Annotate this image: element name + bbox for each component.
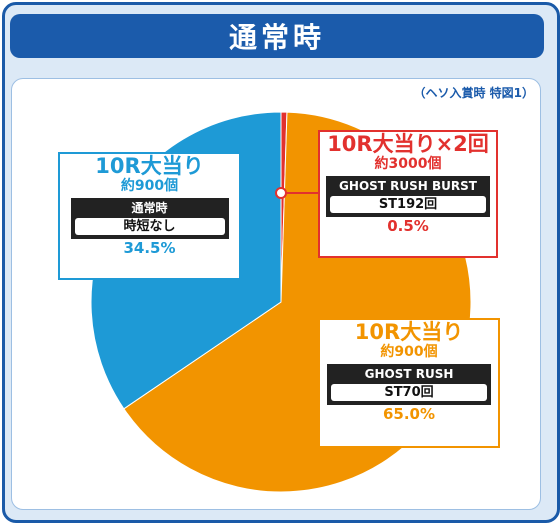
- mode-tag: GHOST RUSH ST70回: [327, 364, 491, 405]
- callout-normal-mode: 10R大当り 約900個 通常時 時短なし 34.5%: [58, 152, 241, 280]
- mode-name: 通常時: [131, 201, 168, 215]
- mode-detail: 時短なし: [74, 218, 225, 235]
- callout-title: 10R大当り: [354, 320, 464, 344]
- callout-title: 10R大当り×2回: [327, 132, 489, 156]
- callout-percent: 65.0%: [382, 405, 436, 423]
- callout-count: 約900個: [380, 344, 438, 360]
- mode-name: GHOST RUSH BURST: [339, 179, 477, 193]
- mode-tag: 通常時 時短なし: [70, 198, 229, 239]
- callout-percent: 0.5%: [387, 217, 429, 235]
- mode-detail: ST192回: [330, 196, 486, 213]
- callout-ghost-rush: 10R大当り 約900個 GHOST RUSH ST70回 65.0%: [318, 318, 500, 448]
- red-leader-dot: [275, 187, 287, 199]
- mode-tag: GHOST RUSH BURST ST192回: [326, 176, 490, 217]
- callout-title: 10R大当り: [95, 154, 204, 178]
- chart-title: 通常時: [10, 14, 544, 58]
- callout-count: 約900個: [120, 178, 179, 194]
- callout-percent: 34.5%: [123, 239, 176, 257]
- mode-detail: ST70回: [331, 384, 487, 401]
- callout-count: 約3000個: [374, 156, 442, 172]
- callout-burst: 10R大当り×2回 約3000個 GHOST RUSH BURST ST192回…: [318, 130, 498, 258]
- mode-name: GHOST RUSH: [364, 367, 454, 381]
- chart-note: （ヘソ入賞時 特図1）: [413, 86, 534, 100]
